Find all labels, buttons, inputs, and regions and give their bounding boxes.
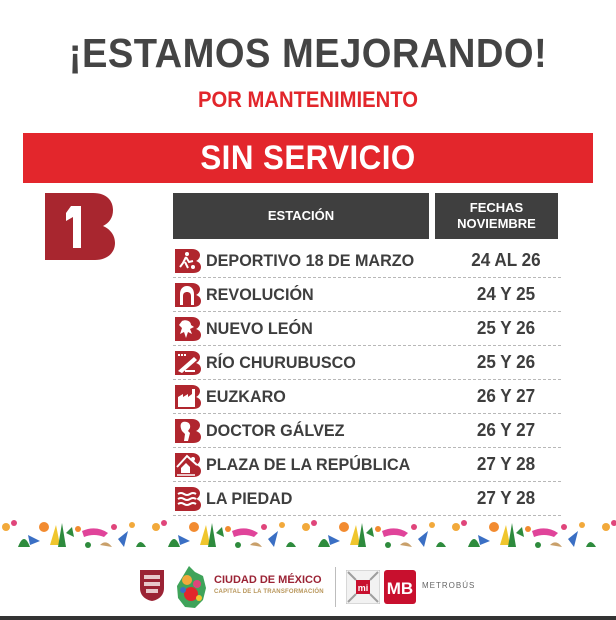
- soccer-player-icon: [175, 248, 201, 273]
- metrobus-mb-logo-icon: MB: [384, 570, 416, 604]
- cdmx-title: CIUDAD DE MÉXICO: [214, 574, 322, 586]
- column-header-dates: FECHAS NOVIEMBRE: [435, 193, 558, 239]
- cdmx-map-logo-icon: [177, 566, 206, 608]
- station-dates: 26 Y 27: [476, 386, 536, 406]
- column-header-station: ESTACIÓN: [173, 193, 429, 239]
- plaza-icon: [175, 452, 201, 477]
- table-row: PLAZA DE LA REPÚBLICA 27 Y 28: [173, 448, 561, 482]
- page-subtitle: POR MANTENIMIENTO: [197, 87, 419, 112]
- table-row: DEPORTIVO 18 DE MARZO 24 AL 26: [173, 244, 561, 278]
- metrobus-label: METROBÚS: [422, 581, 476, 590]
- factory-icon: [175, 384, 201, 409]
- mi-movilidad-logo-icon: mi: [346, 570, 380, 604]
- metrobus-line-1-logo-icon: [45, 193, 115, 260]
- svg-text:MB: MB: [387, 579, 413, 598]
- column-header-dates-line1: FECHAS: [469, 200, 524, 215]
- station-dates: 24 AL 26: [471, 250, 541, 270]
- station-name: LA PIEDAD: [206, 488, 293, 508]
- table-header: ESTACIÓN FECHAS NOVIEMBRE: [173, 193, 558, 239]
- doctor-portrait-icon: [175, 418, 201, 443]
- bottom-border: [0, 616, 616, 620]
- table-row: RÍO CHURUBUSCO 25 Y 26: [173, 346, 561, 380]
- column-header-dates-line2: NOVIEMBRE: [457, 216, 536, 231]
- table-row: REVOLUCIÓN 24 Y 25: [173, 278, 561, 312]
- station-name: PLAZA DE LA REPÚBLICA: [206, 454, 411, 474]
- page-title: ¡ESTAMOS MEJORANDO!: [68, 30, 548, 76]
- station-dates: 26 Y 27: [476, 420, 536, 440]
- table-row: NUEVO LEÓN 25 Y 26: [173, 312, 561, 346]
- column-header-station-label: ESTACIÓN: [267, 208, 335, 223]
- station-dates: 24 Y 25: [476, 284, 536, 304]
- banner-label: SIN SERVICIO: [200, 138, 416, 177]
- table-row: LA PIEDAD 27 Y 28: [173, 482, 561, 516]
- river-bridge-icon: [175, 350, 201, 375]
- station-dates: 27 Y 28: [476, 488, 536, 508]
- station-dates: 25 Y 26: [476, 318, 536, 338]
- table-row: DOCTOR GÁLVEZ 26 Y 27: [173, 414, 561, 448]
- decorative-folk-pattern: [2, 520, 616, 548]
- cdmx-subtitle: CAPITAL DE LA TRANSFORMACIÓN: [214, 589, 324, 595]
- svg-text:mi: mi: [358, 583, 369, 593]
- station-dates: 25 Y 26: [476, 352, 536, 372]
- lion-icon: [175, 316, 201, 341]
- water-waves-icon: [175, 486, 201, 511]
- footer: CIUDAD DE MÉXICO CAPITAL DE LA TRANSFORM…: [0, 562, 616, 612]
- station-name: NUEVO LEÓN: [206, 318, 313, 338]
- station-name: EUZKARO: [206, 386, 286, 406]
- footer-divider: [335, 567, 336, 607]
- monument-arch-icon: [175, 282, 201, 307]
- station-name: DOCTOR GÁLVEZ: [206, 420, 345, 440]
- out-of-service-banner: SIN SERVICIO: [23, 133, 593, 183]
- station-name: REVOLUCIÓN: [206, 284, 314, 304]
- cdmx-shield-icon: [140, 570, 164, 601]
- station-dates: 27 Y 28: [476, 454, 536, 474]
- table-row: EUZKARO 26 Y 27: [173, 380, 561, 414]
- stations-table: DEPORTIVO 18 DE MARZO 24 AL 26 REVOLUCIÓ…: [173, 244, 561, 516]
- station-name: DEPORTIVO 18 DE MARZO: [206, 250, 415, 270]
- station-name: RÍO CHURUBUSCO: [206, 352, 356, 372]
